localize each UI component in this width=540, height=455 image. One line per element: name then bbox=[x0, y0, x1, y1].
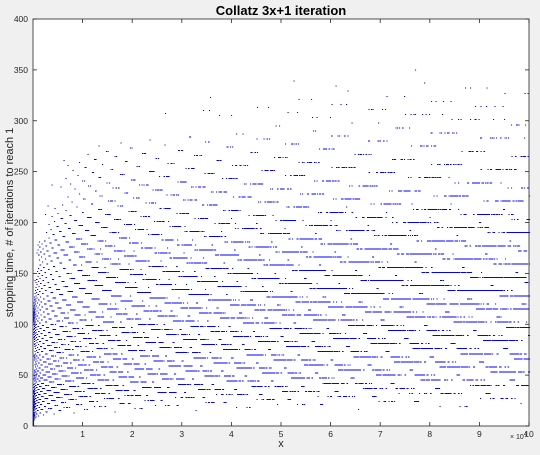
y-axis-ticks: 0 50 100 150 200 250 300 350 400 bbox=[14, 14, 529, 431]
y-tick-label: 0 bbox=[23, 421, 28, 431]
y-tick-label: 100 bbox=[14, 319, 28, 329]
y-axis-label: stopping time, # of iterations to reach … bbox=[4, 128, 16, 318]
x-tick-label: 4 bbox=[229, 429, 234, 439]
y-tick-label: 150 bbox=[14, 268, 28, 278]
y-tick-label: 50 bbox=[19, 370, 29, 380]
x-axis-ticks: 1 2 3 4 5 6 7 8 9 10 bbox=[80, 19, 534, 439]
x-tick-label: 2 bbox=[130, 429, 135, 439]
x-exponent-label: × 104 bbox=[510, 432, 527, 441]
chart-title: Collatz 3x+1 iteration bbox=[216, 3, 346, 18]
x-tick-label: 5 bbox=[279, 429, 284, 439]
y-tick-label: 200 bbox=[14, 218, 28, 228]
x-tick-label: 3 bbox=[179, 429, 184, 439]
x-axis-label: x bbox=[278, 438, 284, 450]
y-tick-label: 250 bbox=[14, 167, 28, 177]
x-tick-label: 10 bbox=[524, 429, 534, 439]
x-tick-label: 1 bbox=[80, 429, 85, 439]
x-tick-label: 9 bbox=[477, 429, 482, 439]
y-tick-label: 400 bbox=[14, 14, 28, 24]
y-tick-label: 300 bbox=[14, 116, 28, 126]
plot-area bbox=[33, 19, 529, 426]
y-tick-label: 350 bbox=[14, 65, 28, 75]
x-tick-label: 6 bbox=[328, 429, 333, 439]
x-tick-label: 7 bbox=[378, 429, 383, 439]
x-tick-label: 8 bbox=[427, 429, 432, 439]
